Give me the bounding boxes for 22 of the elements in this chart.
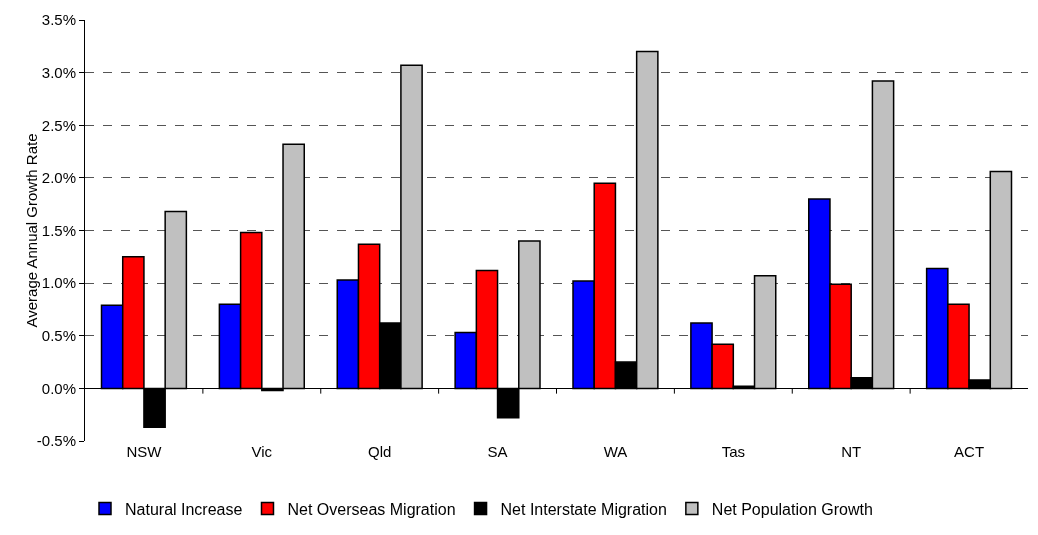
y-tick-label: 3.0%	[41, 63, 76, 81]
y-tick-label: 0.5%	[41, 327, 76, 344]
y-tick-label: 2.5%	[41, 116, 76, 134]
y-tick-label: -0.5%	[36, 432, 76, 450]
x-tick-label: Qld	[368, 443, 392, 460]
y-tick-label: 1.5%	[41, 221, 76, 239]
legend-label: Net Overseas Migration	[287, 500, 456, 518]
y-tick-label: 1.0%	[41, 274, 76, 292]
y-tick-label: 3.5%	[41, 11, 76, 29]
x-tick-label: NT	[841, 443, 862, 460]
x-tick-label: Tas	[721, 443, 745, 460]
legend-label: Net Interstate Migration	[500, 500, 667, 518]
x-tick-label: ACT	[954, 443, 985, 460]
y-tick-label: 0.0%	[41, 379, 76, 397]
legend-label: Natural Increase	[125, 500, 243, 518]
y-axis-title: Average Annual Growth Rate	[22, 133, 40, 328]
x-tick-label: Vic	[251, 443, 273, 460]
x-tick-label: SA	[487, 443, 508, 460]
x-tick-label: NSW	[126, 443, 163, 460]
legend-label: Net Population Growth	[711, 500, 873, 518]
x-tick-label: WA	[603, 443, 628, 460]
y-tick-label: 2.0%	[41, 169, 76, 187]
